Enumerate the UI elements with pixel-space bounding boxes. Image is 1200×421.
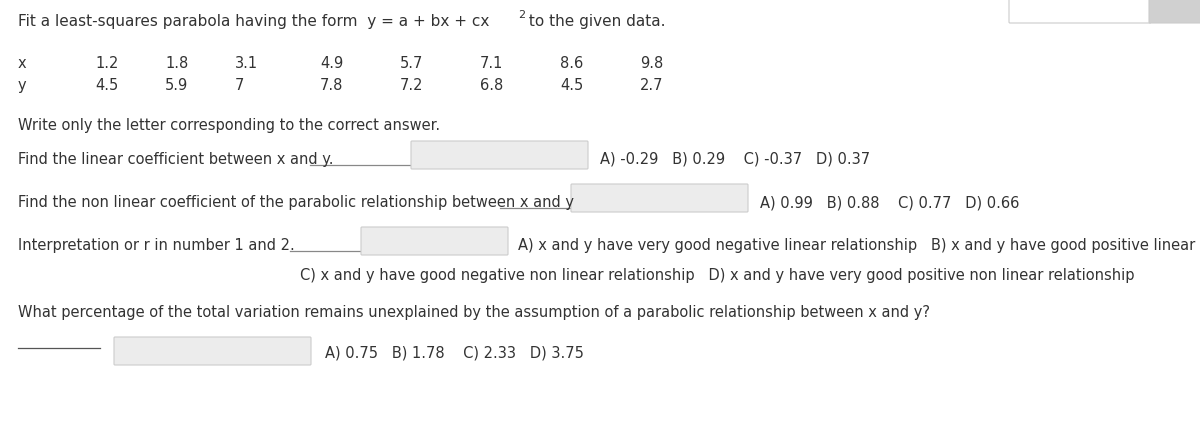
Text: 2.7: 2.7 <box>640 78 664 93</box>
Text: 8.6: 8.6 <box>560 56 583 71</box>
Text: Find the non linear coefficient of the parabolic relationship between x and y: Find the non linear coefficient of the p… <box>18 195 574 210</box>
Text: 5.7: 5.7 <box>400 56 424 71</box>
Text: 4.5: 4.5 <box>560 78 583 93</box>
Text: Interpretation or r in number 1 and 2.: Interpretation or r in number 1 and 2. <box>18 238 295 253</box>
Text: to the given data.: to the given data. <box>524 14 666 29</box>
Text: 5.9: 5.9 <box>166 78 188 93</box>
FancyBboxPatch shape <box>571 184 748 212</box>
FancyBboxPatch shape <box>410 141 588 169</box>
Text: A) 0.99   B) 0.88    C) 0.77   D) 0.66: A) 0.99 B) 0.88 C) 0.77 D) 0.66 <box>760 195 1019 210</box>
Text: 6.8: 6.8 <box>480 78 503 93</box>
Text: 1.2: 1.2 <box>95 56 119 71</box>
Text: 7.2: 7.2 <box>400 78 424 93</box>
Text: 7.8: 7.8 <box>320 78 343 93</box>
Text: 4.9: 4.9 <box>320 56 343 71</box>
Text: 9.8: 9.8 <box>640 56 664 71</box>
Text: A) x and y have very good negative linear relationship   B) x and y have good po: A) x and y have very good negative linea… <box>518 238 1200 253</box>
Text: Write only the letter corresponding to the correct answer.: Write only the letter corresponding to t… <box>18 118 440 133</box>
FancyBboxPatch shape <box>1150 0 1200 23</box>
Text: 3.1: 3.1 <box>235 56 258 71</box>
Text: x: x <box>18 56 26 71</box>
Text: C) x and y have good negative non linear relationship   D) x and y have very goo: C) x and y have good negative non linear… <box>300 268 1134 283</box>
Text: 7.1: 7.1 <box>480 56 503 71</box>
FancyBboxPatch shape <box>1009 0 1151 23</box>
Text: A) -0.29   B) 0.29    C) -0.37   D) 0.37: A) -0.29 B) 0.29 C) -0.37 D) 0.37 <box>600 152 870 167</box>
Text: 1.8: 1.8 <box>166 56 188 71</box>
Text: 7: 7 <box>235 78 245 93</box>
Text: Fit a least-squares parabola having the form  y = a + bx + cx: Fit a least-squares parabola having the … <box>18 14 490 29</box>
Text: 2: 2 <box>518 10 526 20</box>
FancyBboxPatch shape <box>114 337 311 365</box>
Text: y: y <box>18 78 26 93</box>
Text: A) 0.75   B) 1.78    C) 2.33   D) 3.75: A) 0.75 B) 1.78 C) 2.33 D) 3.75 <box>325 345 584 360</box>
FancyBboxPatch shape <box>361 227 508 255</box>
Text: 4.5: 4.5 <box>95 78 119 93</box>
Text: Find the linear coefficient between x and y.: Find the linear coefficient between x an… <box>18 152 334 167</box>
Text: What percentage of the total variation remains unexplained by the assumption of : What percentage of the total variation r… <box>18 305 930 320</box>
